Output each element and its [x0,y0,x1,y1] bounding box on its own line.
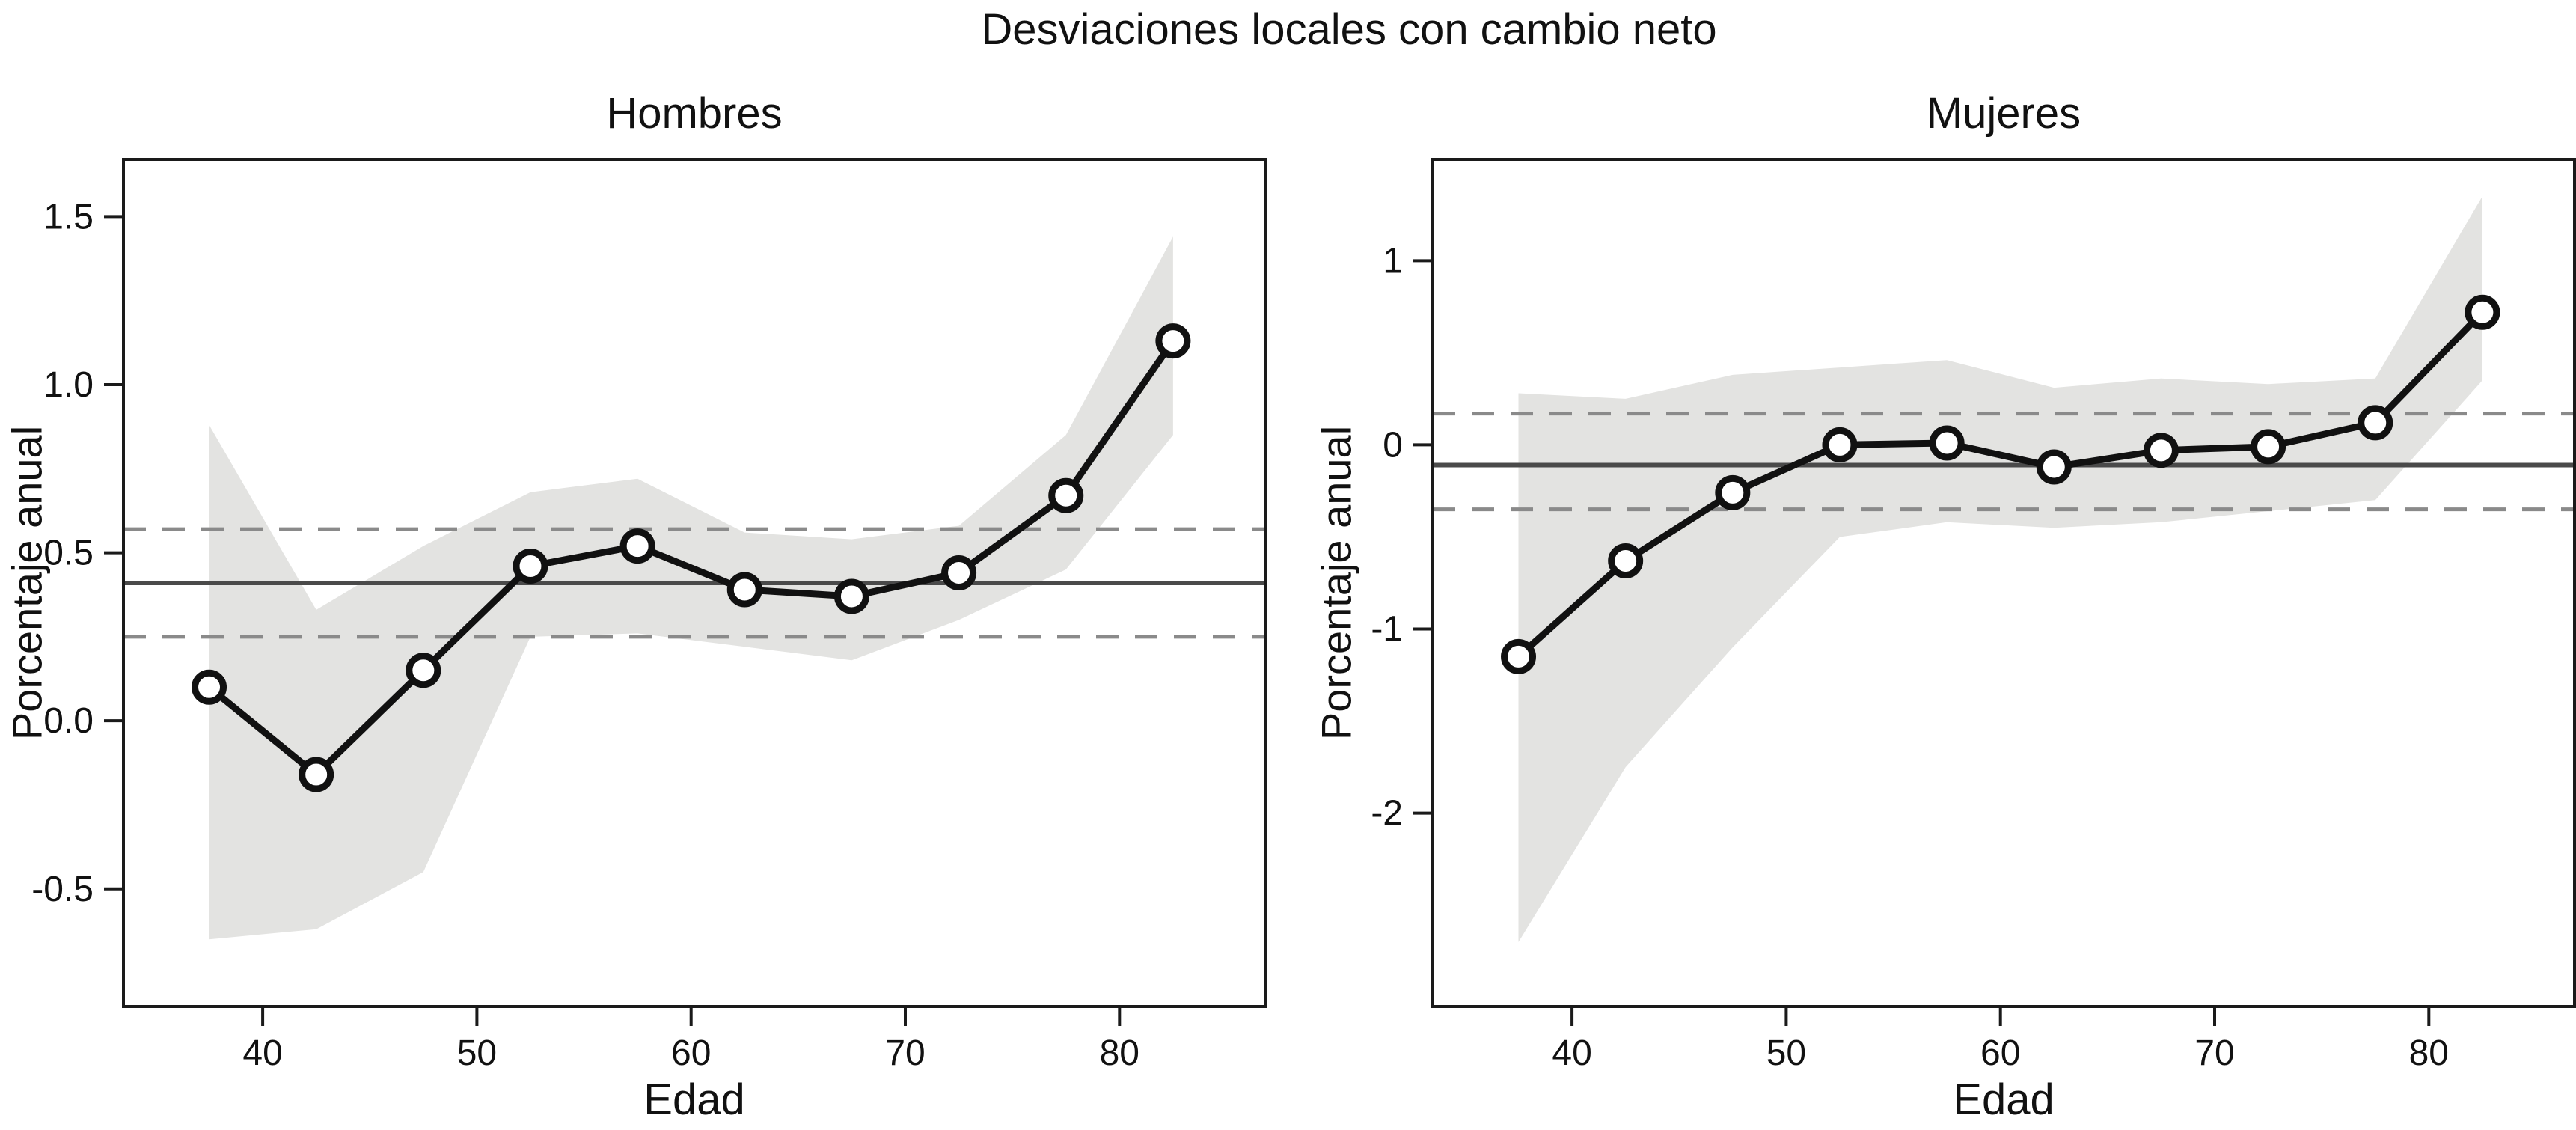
x-tick-label: 40 [1552,1033,1591,1073]
data-point [1929,425,1965,461]
y-tick-label: 1.5 [43,197,94,236]
data-point [726,572,762,608]
data-point [2465,294,2500,330]
data-point [833,578,869,614]
x-tick-label: 70 [885,1033,925,1073]
data-point [1822,427,1858,462]
data-point [406,653,441,688]
confidence-band [209,236,1173,940]
data-point [1715,474,1751,510]
x-tick-label: 50 [457,1033,497,1073]
x-tick-label: 50 [1766,1033,1806,1073]
data-point [2358,405,2393,441]
x-tick-label: 40 [242,1033,282,1073]
y-axis-label-hombres: Porcentaje anual [3,425,51,741]
y-axis-label-mujeres: Porcentaje anual [1312,425,1360,741]
x-tick-label: 70 [2194,1033,2234,1073]
confidence-band [1518,196,2482,942]
plot-box [122,158,1267,1008]
x-axis-label-mujeres: Edad [1953,1075,2055,1124]
data-point [1608,543,1644,578]
x-tick-label: 80 [2409,1033,2449,1073]
panel-hombres: 40 50 60 70 80 1.5 1.0 0.5 0.0 -0.5 [31,158,1267,1073]
panel-title-mujeres: Mujeres [1926,89,2081,138]
y-tick-label: 0.5 [43,534,94,573]
page-title: Desviaciones locales con cambio neto [981,5,1717,54]
y-tick-label: 1.0 [43,365,94,405]
data-point [1155,323,1191,359]
series-line [206,338,1177,778]
y-tick-label: -2 [1371,794,1403,834]
y-tick-label: -0.5 [31,870,94,909]
plot-box [1431,158,2576,1008]
x-tick-label: 60 [671,1033,711,1073]
y-tick-label: 1 [1383,241,1403,281]
data-point [513,549,548,584]
panel-mujeres: 40 50 60 70 80 1 0 -1 -2 [1371,158,2576,1073]
x-tick-label: 80 [1100,1033,1139,1073]
data-point [619,528,655,564]
y-tick-label: 0 [1383,425,1403,465]
y-tick-label: 0.0 [43,701,94,741]
data-point [2036,449,2072,485]
series-line [1515,308,2486,660]
data-point [2143,433,2179,468]
panel-title-hombres: Hombres [606,89,783,138]
data-point [192,669,227,705]
data-point [299,757,334,792]
x-tick-label: 60 [1980,1033,2020,1073]
data-point [941,555,977,591]
data-point [2251,429,2286,465]
data-point [1048,477,1084,513]
x-axis-label-hombres: Edad [643,1075,745,1124]
y-tick-label: -1 [1371,610,1403,650]
data-point [1501,638,1537,674]
